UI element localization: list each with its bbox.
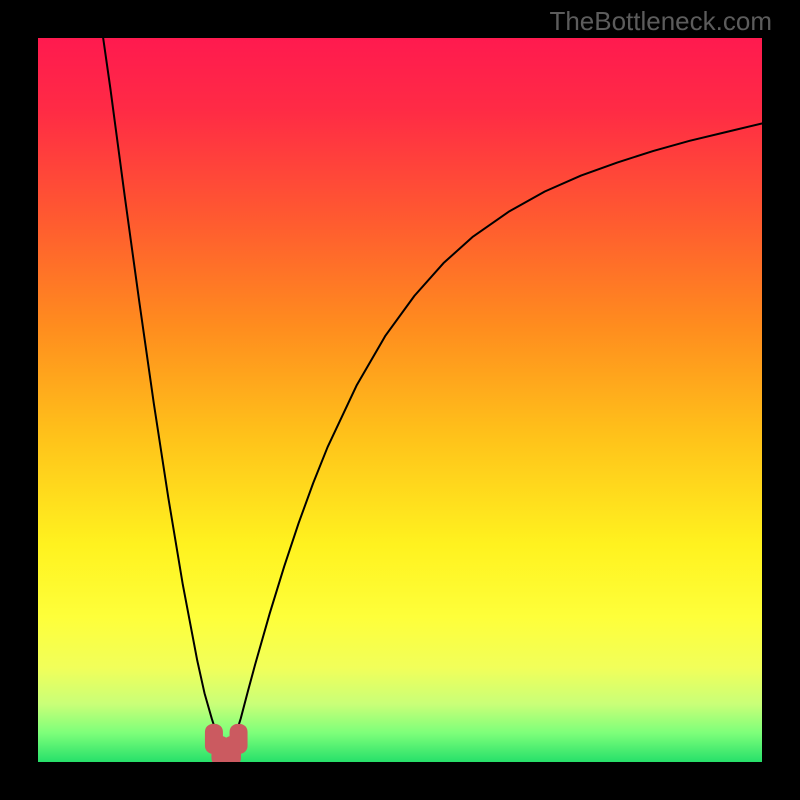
watermark-text: TheBottleneck.com [549,6,772,37]
bottleneck-marker [230,724,248,754]
bottleneck-curve [103,38,762,747]
chart-svg [38,38,762,762]
chart-plot-area [38,38,762,762]
